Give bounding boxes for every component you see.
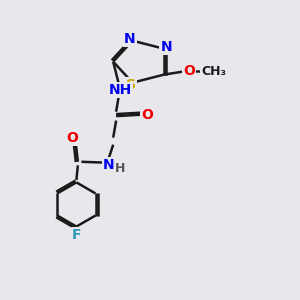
Text: NH: NH <box>108 82 132 97</box>
Text: O: O <box>141 108 153 122</box>
Text: N: N <box>160 40 172 54</box>
Text: CH₃: CH₃ <box>201 64 226 78</box>
Text: N: N <box>103 158 115 172</box>
Text: N: N <box>124 32 135 46</box>
Text: S: S <box>126 78 136 92</box>
Text: O: O <box>66 131 78 145</box>
Text: F: F <box>72 228 81 242</box>
Text: H: H <box>116 162 126 175</box>
Text: O: O <box>183 64 195 78</box>
